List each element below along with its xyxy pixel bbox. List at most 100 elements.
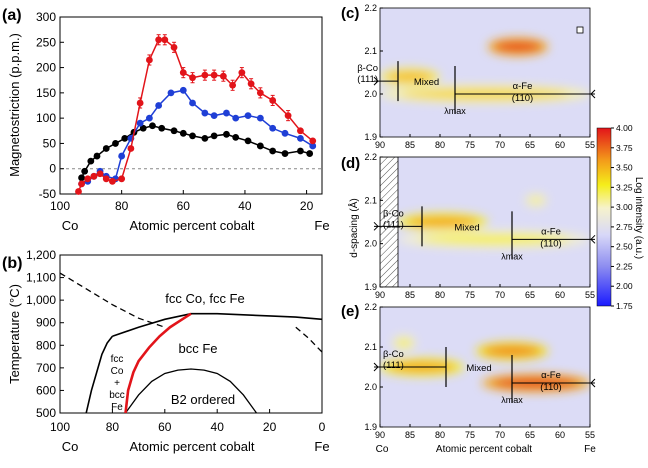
data-point [75, 188, 82, 195]
data-point [102, 145, 110, 152]
data-point [170, 127, 178, 135]
lambda-max-label: λmax [444, 106, 466, 116]
panel-label-a: (a) [2, 7, 22, 24]
data-point [247, 80, 255, 88]
heatmap-x-tick-label: 65 [525, 290, 535, 300]
panel-d-heatmap: 1.9 2.0 2.1 2.2 90 85 80 75 70 65 60 55 β-Co(111) Mix… [364, 152, 596, 300]
heatmap-x-tick-label: 80 [435, 290, 445, 300]
heatmap-x-tick-label: 60 [555, 290, 565, 300]
phase-boundary-dashed-upper [59, 272, 166, 328]
panel-a-y-axis-label: Magnetostriction (p.p.m.) [7, 33, 22, 177]
heatmap-x-tick-label: 60 [555, 430, 565, 440]
colorbar-tick-label: 2.00 [616, 281, 633, 291]
heatmap-x-tick-label: 75 [465, 430, 475, 440]
panel-b-x-axis-label: Atomic percent cobalt [129, 439, 254, 454]
data-point [112, 140, 119, 147]
panel-label-e: (e) [341, 303, 359, 320]
mixed-region-label: Mixed [414, 77, 439, 88]
left-peak-arrow [373, 362, 379, 372]
data-point [281, 129, 289, 137]
region-fcc-bcc-line1: fcc [111, 354, 124, 365]
data-point [309, 142, 317, 150]
panel-label-d: (d) [341, 155, 360, 172]
data-point [136, 119, 144, 127]
hatched-region [380, 157, 399, 287]
panel-a-x-tick-label: 20 [300, 199, 314, 213]
intensity-blob-core [526, 195, 546, 205]
panel-b-fe-label: Fe [314, 439, 329, 454]
data-point [145, 56, 153, 64]
alpha-fe-index-label: (110) [512, 93, 533, 104]
data-point [158, 124, 166, 132]
heatmap-y-tick-label: 2.2 [364, 3, 377, 13]
data-point [223, 109, 230, 117]
data-point [155, 102, 163, 109]
data-point [297, 147, 304, 155]
panel-b-y-axis-label: Temperature (°C) [7, 284, 22, 384]
panel-b-x-tick-label: 20 [263, 420, 277, 434]
panel-b-x-tick-label: 40 [211, 420, 225, 434]
heatmap-x-tick-label: 55 [585, 140, 595, 150]
region-label-fcc: fcc Co, fcc Fe [165, 291, 244, 306]
lambda-max-label: λmax [501, 251, 523, 261]
beta-co-label: β-Co [357, 63, 378, 74]
data-point [96, 170, 104, 178]
data-point [201, 71, 209, 79]
heatmap-y-tick-label: 1.9 [364, 132, 377, 142]
colorbar-tick-label: 2.50 [616, 242, 633, 252]
panel-a-y-tick-label: 50 [43, 136, 57, 150]
panel-a-y-tick-label: 200 [36, 61, 56, 75]
region-fcc-bcc-line5: Fe [111, 402, 123, 413]
heatmap-frame [379, 7, 591, 138]
data-point [179, 86, 187, 94]
panel-a-frame [59, 16, 323, 195]
intensity-blob-core [494, 42, 542, 52]
data-point [229, 81, 237, 89]
heatmap-frame [379, 156, 591, 288]
panel-a-y-tick-label: 0 [49, 162, 56, 176]
data-point [118, 152, 126, 160]
panel-b-y-tick-label: 600 [36, 383, 56, 397]
panel-b-frame [59, 254, 323, 414]
data-point [210, 112, 218, 120]
panel-a-fe-label: Fe [314, 218, 329, 233]
colorbar-tick-label: 3.75 [616, 143, 633, 153]
b2-ordering-dome [124, 368, 258, 414]
heatmap-x-tick-label: 75 [465, 290, 475, 300]
data-point [179, 129, 187, 137]
panel-e-heatmap: 1.9 2.0 2.1 2.2 90 85 80 75 70 65 60 55 β-Co(111) Mix… [364, 302, 596, 440]
panel-a-x-axis-label: Atomic percent cobalt [129, 218, 254, 233]
data-point [269, 147, 277, 155]
data-point [232, 133, 240, 141]
phase-boundary-red [124, 312, 192, 414]
data-point [189, 132, 196, 140]
panel-b-y-tick-label: 500 [36, 406, 56, 420]
heatmap-y-tick-label: 2.0 [364, 382, 377, 392]
heatmap-y-tick-label: 2.2 [364, 302, 377, 312]
heatmap-x-tick-label: 80 [435, 430, 445, 440]
alpha-fe-index-label: (110) [540, 238, 561, 249]
data-point [127, 145, 135, 152]
beta-co-label: β-Co [383, 208, 404, 219]
data-point [118, 175, 126, 183]
panel-b-x-tick-label: 60 [158, 420, 172, 434]
panel-label-c: (c) [341, 5, 359, 22]
heatmap-x-tick-label: 90 [375, 140, 385, 150]
data-point [210, 71, 218, 79]
beta-co-index-label: (111) [357, 74, 378, 85]
right-peak-arrow [590, 378, 596, 388]
panel-a-x-tick-label: 40 [238, 199, 252, 213]
heatmap-y-tick-label: 2.0 [364, 89, 377, 99]
heatmap-x-tick-label: 85 [405, 430, 415, 440]
alpha-fe-label: α-Fe [541, 370, 561, 381]
heatmap-x-tick-label: 90 [375, 290, 385, 300]
data-point [281, 150, 289, 157]
beta-co-index-label: (111) [383, 219, 404, 230]
data-point [201, 134, 209, 142]
mixed-region-label: Mixed [454, 222, 479, 233]
heatmap-x-tick-label: 80 [435, 140, 445, 150]
data-point [155, 36, 163, 44]
data-point [121, 134, 129, 142]
heatmap-x-tick-label: 65 [525, 140, 535, 150]
